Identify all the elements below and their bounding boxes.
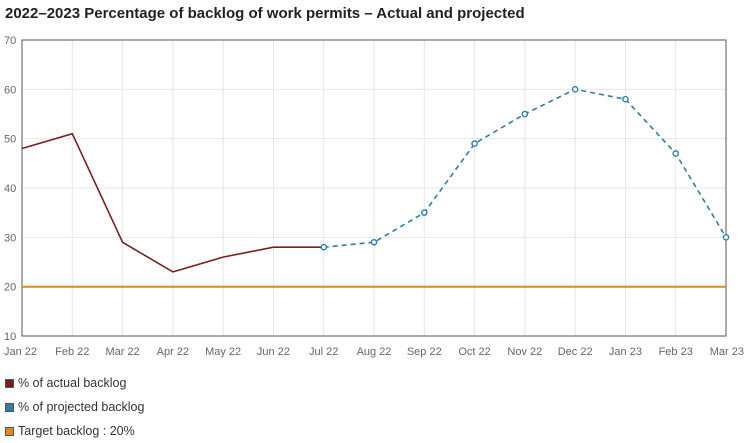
y-tick-label: 70 [4, 35, 16, 47]
data-point [370, 238, 378, 246]
legend-swatch [5, 426, 14, 436]
data-point [320, 243, 328, 251]
x-tick-label: May 22 [205, 346, 241, 358]
x-tick-label: Jun 22 [257, 346, 290, 358]
y-tick-label: 50 [4, 134, 16, 146]
data-point [622, 95, 629, 103]
y-tick-label: 40 [4, 183, 16, 195]
data-point [521, 110, 529, 118]
y-tick-label: 60 [4, 84, 16, 96]
x-tick-label: Nov 22 [507, 346, 542, 358]
x-tick-label: Jan 22 [4, 346, 37, 358]
x-tick-label: Mar 23 [710, 346, 744, 358]
legend-item[interactable]: % of actual backlog [5, 371, 144, 395]
legend-item[interactable]: Target backlog : 20% [5, 419, 144, 443]
legend-label: % of projected backlog [18, 400, 145, 414]
x-tick-label: Feb 23 [659, 346, 693, 358]
data-point [672, 150, 680, 157]
legend-label: % of actual backlog [18, 376, 127, 390]
plot-area-border [21, 39, 727, 337]
x-tick-label: Oct 22 [458, 346, 490, 358]
y-tick-label: 30 [4, 232, 16, 244]
data-point [722, 234, 730, 241]
series-line-0 [21, 132, 324, 273]
legend-label: Target backlog : 20% [18, 424, 135, 438]
x-tick-label: Sep 22 [407, 346, 442, 358]
x-tick-label: Feb 22 [55, 346, 89, 358]
x-tick-label: Aug 22 [357, 346, 392, 358]
legend-swatch [5, 402, 14, 412]
data-point [420, 209, 428, 216]
y-tick-label: 10 [4, 331, 16, 343]
y-tick-label: 20 [4, 282, 16, 294]
x-tick-label: Jan 23 [609, 346, 642, 358]
legend-item[interactable]: % of projected backlog [5, 395, 144, 419]
x-tick-label: Mar 22 [105, 346, 139, 358]
legend-swatch [5, 378, 14, 388]
legend: % of actual backlog % of projected backlo… [5, 371, 144, 443]
chart-title: 2022–2023 Percentage of backlog of work … [5, 5, 525, 22]
x-tick-label: Dec 22 [558, 346, 593, 358]
data-point [471, 140, 478, 147]
x-tick-label: Jul 22 [309, 346, 338, 358]
x-tick-label: Apr 22 [157, 346, 189, 358]
data-point [571, 86, 579, 93]
